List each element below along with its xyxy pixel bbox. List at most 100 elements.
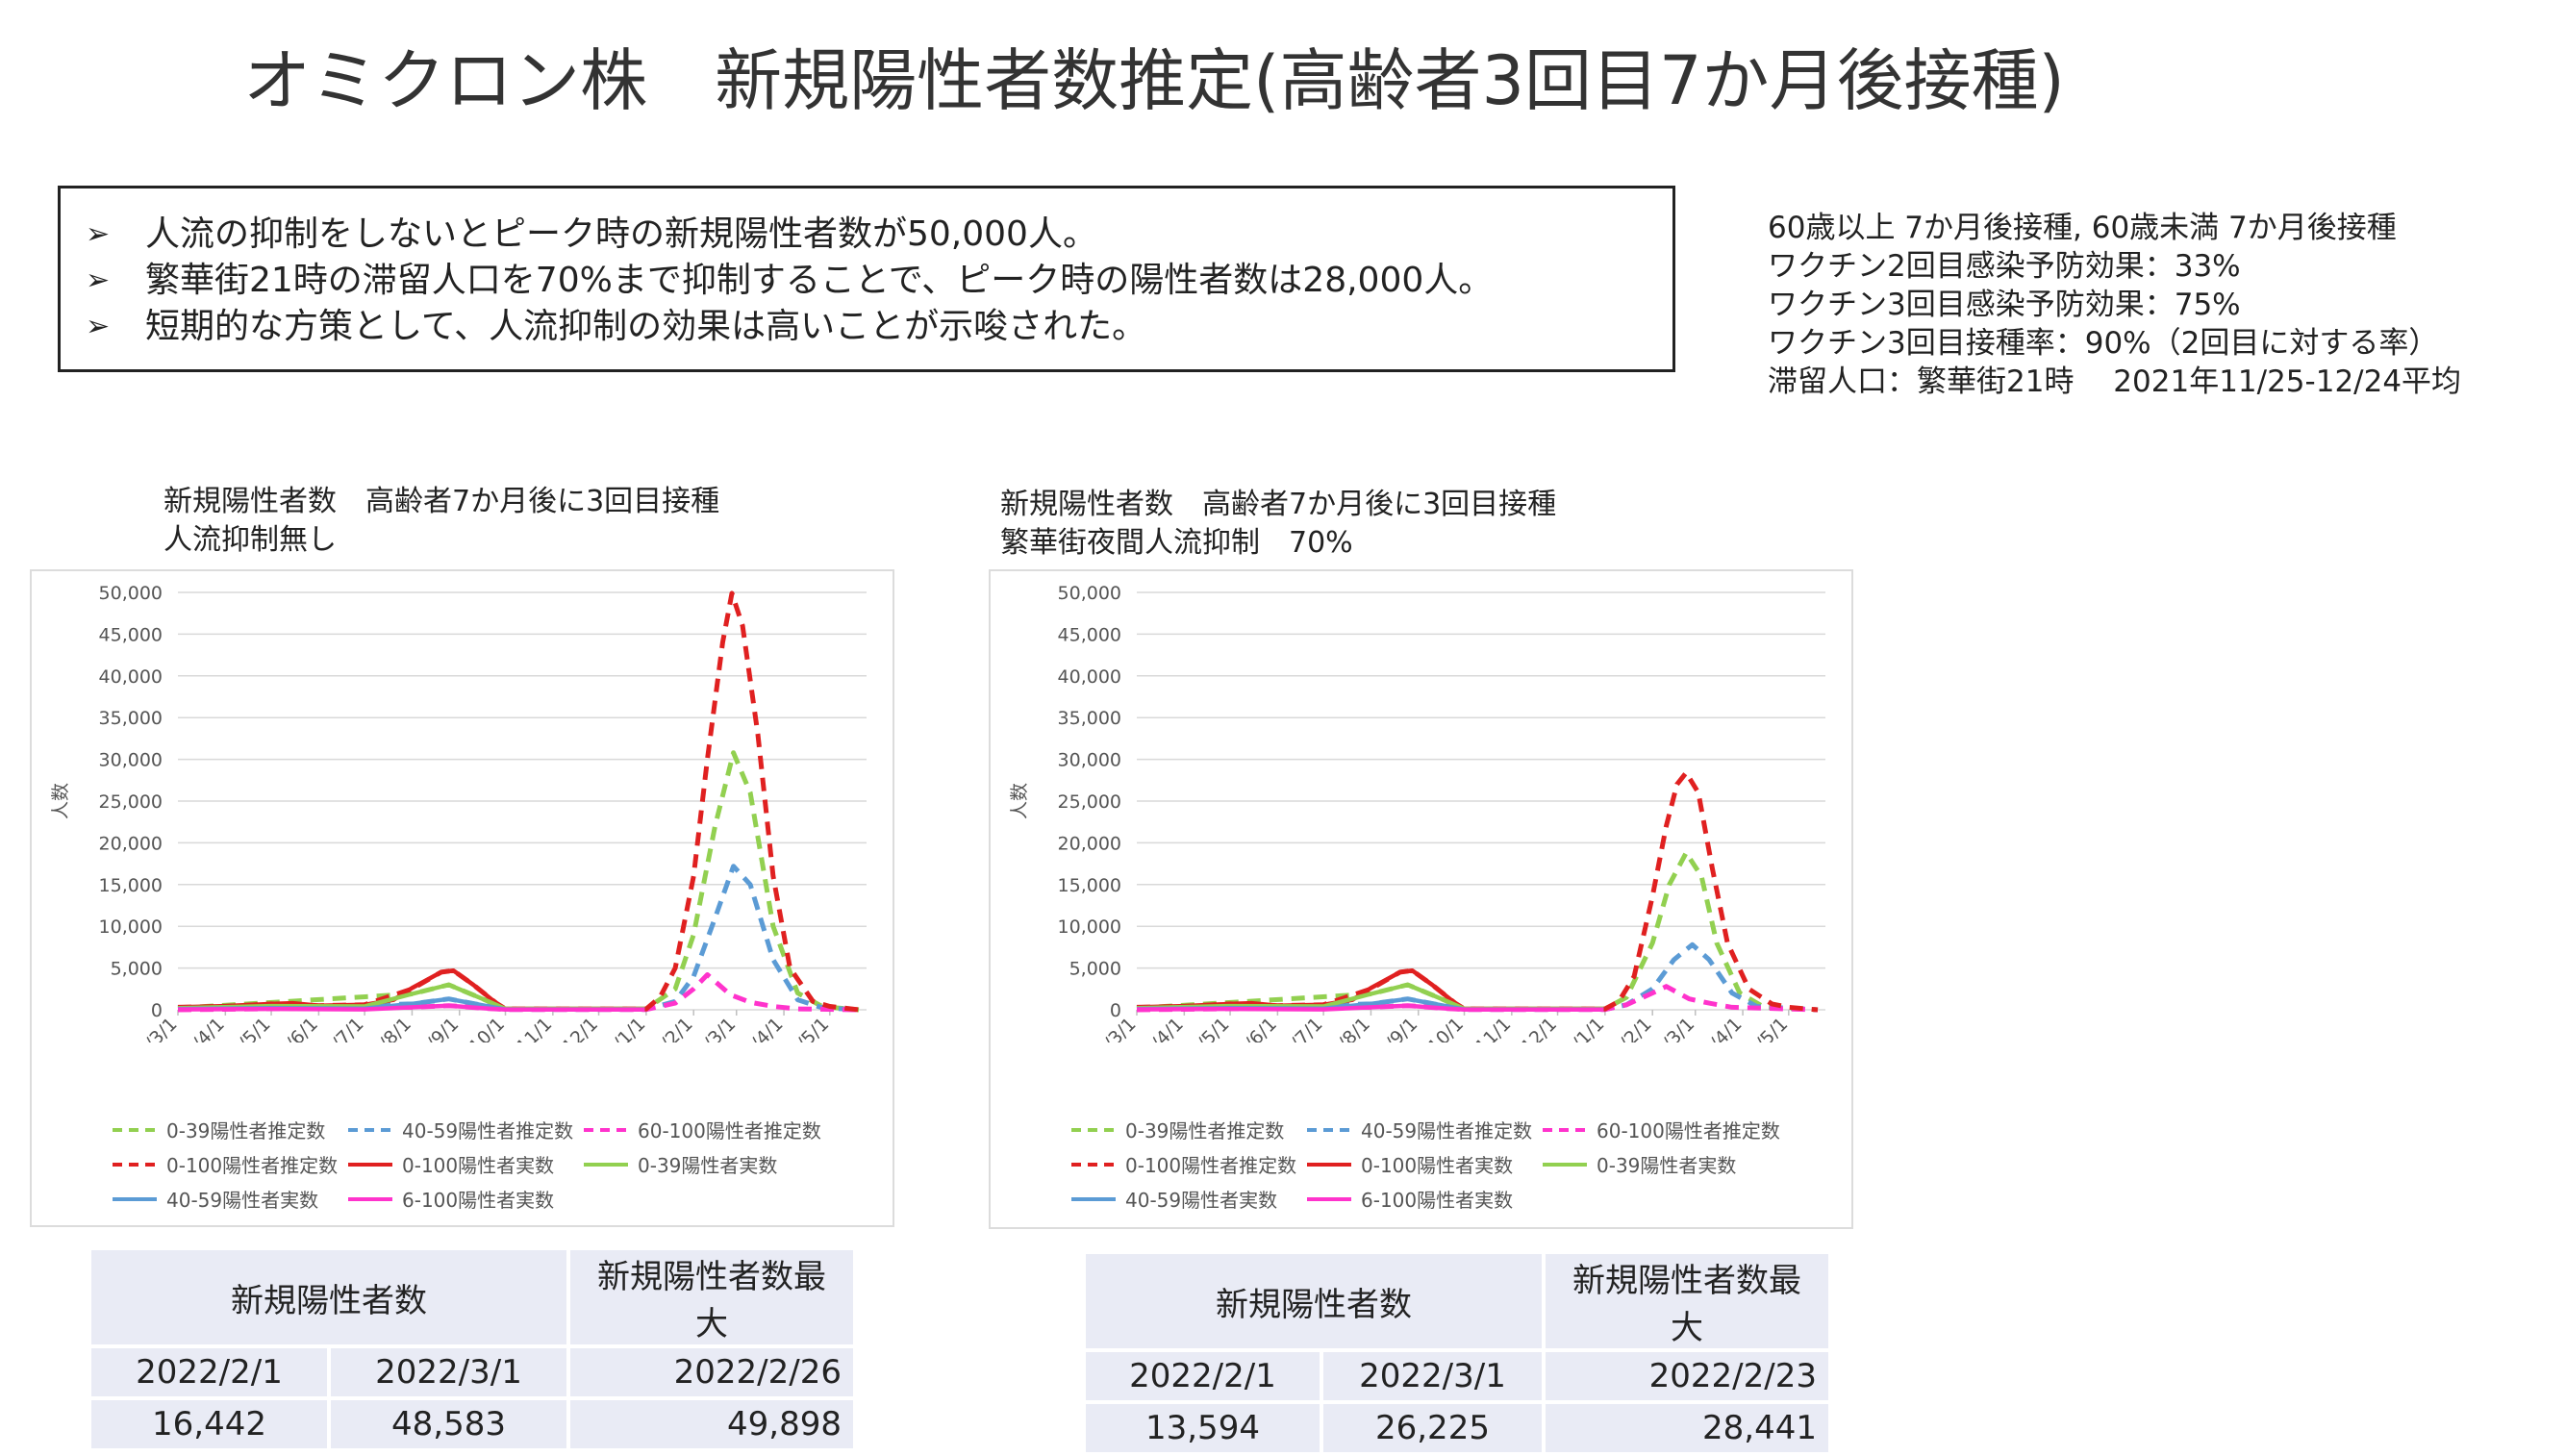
legend-label: 40-59陽性者実数: [166, 1189, 319, 1212]
y-tick-label: 0: [1110, 1000, 1121, 1021]
legend-item: 0-39陽性者実数: [580, 1150, 777, 1178]
y-tick-label: 10,000: [1058, 916, 1121, 938]
legend-label: 0-100陽性者実数: [1361, 1154, 1514, 1177]
x-tick-label: 2021/3/1: [1068, 1014, 1141, 1042]
legend-swatch: [1543, 1127, 1587, 1132]
y-axis-label: 人数: [1009, 783, 1030, 819]
bullet-arrow-icon: ➢: [86, 310, 111, 343]
legend-swatch: [1307, 1127, 1351, 1132]
table-cell: 49,898: [570, 1400, 853, 1448]
y-tick-label: 20,000: [1058, 833, 1121, 854]
y-tick-label: 35,000: [99, 708, 163, 729]
assumptions-panel: 60歳以上 7か月後接種, 60歳未満 7か月後接種 ワクチン2回目感染予防効果…: [1768, 209, 2461, 401]
series-line: [177, 864, 860, 1013]
y-tick-label: 5,000: [111, 959, 163, 980]
summary-bullet: ➢ 人流の抑制をしないとピーク時の新規陽性者数が50,000人。: [86, 212, 1672, 258]
table-cell: 26,225: [1322, 1404, 1542, 1452]
y-tick-label: 15,000: [1058, 875, 1121, 896]
assumption-line: 滞留人口：繁華街21時 2021年11/25-12/24平均: [1768, 364, 2462, 399]
table-cell: 48,583: [331, 1400, 566, 1448]
table-cell: 2022/2/23: [1546, 1352, 1828, 1400]
assumption-line: ワクチン3回目感染予防効果：75%: [1768, 288, 2241, 322]
page-title: オミクロン株 新規陽性者数推定(高齢者3回目7か月後接種): [243, 41, 2065, 120]
summary-bullet: ➢ 繁華街21時の滞留人口を70%まで抑制することで、ピーク時の陽性者数は28,…: [86, 258, 1672, 304]
legend-item: 6-100陽性者実数: [344, 1185, 554, 1213]
legend-swatch: [348, 1162, 392, 1167]
legend-label: 40-59陽性者推定数: [1361, 1119, 1533, 1142]
table-cell: 2022/2/26: [570, 1348, 853, 1396]
y-tick-label: 0: [151, 1000, 163, 1021]
chart-frame-1: 0 5,000 10,000 15,000 20,000 25,000 30,000 35,0…: [30, 569, 894, 1227]
legend-item: 40-59陽性者推定数: [344, 1116, 573, 1143]
bullet-arrow-icon: ➢: [86, 217, 111, 251]
legend-label: 6-100陽性者実数: [402, 1189, 555, 1212]
x-tick-label: 2021/3/1: [109, 1014, 182, 1042]
chart-title: 新規陽性者数 高齢者7か月後に3回目接種 繁華街夜間人流抑制 70%: [1000, 486, 1556, 563]
y-tick-label: 35,000: [1058, 708, 1121, 729]
chart-legend: 0-39陽性者推定数 40-59陽性者推定数 60-100陽性者推定数 0-100陽性…: [32, 1116, 893, 1221]
y-tick-label: 30,000: [99, 750, 163, 771]
table-cell: 13,594: [1086, 1404, 1320, 1452]
assumption-line: ワクチン2回目感染予防効果：33%: [1768, 249, 2241, 284]
legend-swatch: [113, 1127, 157, 1132]
legend-label: 0-39陽性者実数: [1597, 1154, 1737, 1177]
legend-label: 0-39陽性者推定数: [166, 1119, 326, 1142]
series-line: [177, 967, 645, 1012]
legend-label: 6-100陽性者実数: [1361, 1189, 1514, 1212]
legend-item: 40-59陽性者推定数: [1303, 1116, 1532, 1143]
legend-label: 40-59陽性者推定数: [402, 1119, 574, 1142]
legend-label: 0-39陽性者推定数: [1125, 1119, 1285, 1142]
chart-title-line2: 繁華街夜間人流抑制 70%: [1000, 526, 1353, 560]
chart-title-line1: 新規陽性者数 高齢者7か月後に3回目接種: [163, 485, 720, 518]
stats-table-1: 新規陽性者数 新規陽性者数最大 2022/2/1 2022/3/1 2022/2…: [88, 1246, 857, 1452]
y-tick-label: 5,000: [1069, 959, 1121, 980]
y-tick-label: 10,000: [99, 916, 163, 938]
series-line: [1136, 941, 1819, 1013]
chart-title-line2: 人流抑制無し: [163, 523, 337, 557]
y-tick-label: 30,000: [1058, 750, 1121, 771]
assumption-line: ワクチン3回目接種率：90%（2回目に対する率）: [1768, 326, 2439, 361]
legend-swatch: [584, 1127, 628, 1132]
summary-line: 繁華街21時の滞留人口を70%まで抑制することで、ピーク時の陽性者数は28,00…: [145, 261, 1494, 300]
y-tick-label: 15,000: [99, 875, 163, 896]
legend-item: 6-100陽性者実数: [1303, 1185, 1513, 1213]
y-tick-label: 40,000: [99, 666, 163, 688]
legend-label: 40-59陽性者実数: [1125, 1189, 1278, 1212]
summary-bullet: ➢ 短期的な方策として、人流抑制の効果は高いことが示唆された。: [86, 304, 1672, 350]
series-line: [177, 750, 860, 1013]
legend-swatch: [1307, 1162, 1351, 1167]
legend-item: 0-39陽性者推定数: [109, 1116, 325, 1143]
legend-label: 0-100陽性者推定数: [1125, 1154, 1297, 1177]
legend-swatch: [1307, 1196, 1351, 1201]
table-cell: 2022/3/1: [331, 1348, 566, 1396]
y-tick-label: 50,000: [99, 583, 163, 604]
table-cell: 2022/2/1: [91, 1348, 327, 1396]
legend-item: 60-100陽性者推定数: [1539, 1116, 1780, 1143]
series-line: [1136, 1003, 1604, 1012]
bullet-arrow-icon: ➢: [86, 264, 111, 297]
legend-item: 0-39陽性者推定数: [1068, 1116, 1284, 1143]
legend-label: 0-100陽性者実数: [402, 1154, 555, 1177]
series-line: [177, 1003, 645, 1012]
assumption-line: 60歳以上 7か月後接種, 60歳未満 7か月後接種: [1768, 211, 2397, 245]
table-cell: 2022/2/1: [1086, 1352, 1320, 1400]
chart-legend: 0-39陽性者推定数 40-59陽性者推定数 60-100陽性者推定数 0-100陽性…: [991, 1116, 1851, 1221]
legend-label: 60-100陽性者推定数: [638, 1119, 821, 1142]
legend-item: 0-100陽性者実数: [344, 1150, 554, 1178]
legend-label: 60-100陽性者推定数: [1597, 1119, 1780, 1142]
y-tick-label: 20,000: [99, 833, 163, 854]
summary-line: 人流の抑制をしないとピーク時の新規陽性者数が50,000人。: [145, 214, 1097, 254]
chart-frame-2: 0 5,000 10,000 15,000 20,000 25,000 30,000 35,0…: [989, 569, 1853, 1229]
legend-swatch: [1071, 1162, 1116, 1167]
chart-title-line1: 新規陽性者数 高齢者7か月後に3回目接種: [1000, 488, 1557, 521]
chart-title: 新規陽性者数 高齢者7か月後に3回目接種 人流抑制無し: [163, 483, 719, 560]
series-line: [1136, 967, 1604, 1012]
legend-item: 40-59陽性者実数: [1068, 1185, 1277, 1213]
table-cell: 2022/3/1: [1322, 1352, 1542, 1400]
legend-swatch: [584, 1162, 628, 1167]
line-chart-2: 0 5,000 10,000 15,000 20,000 25,000 30,000 35,0…: [1009, 583, 1825, 1042]
legend-item: 40-59陽性者実数: [109, 1185, 318, 1213]
legend-swatch: [113, 1162, 157, 1167]
table-header: 新規陽性者数: [1086, 1254, 1542, 1348]
table-cell: 16,442: [91, 1400, 327, 1448]
